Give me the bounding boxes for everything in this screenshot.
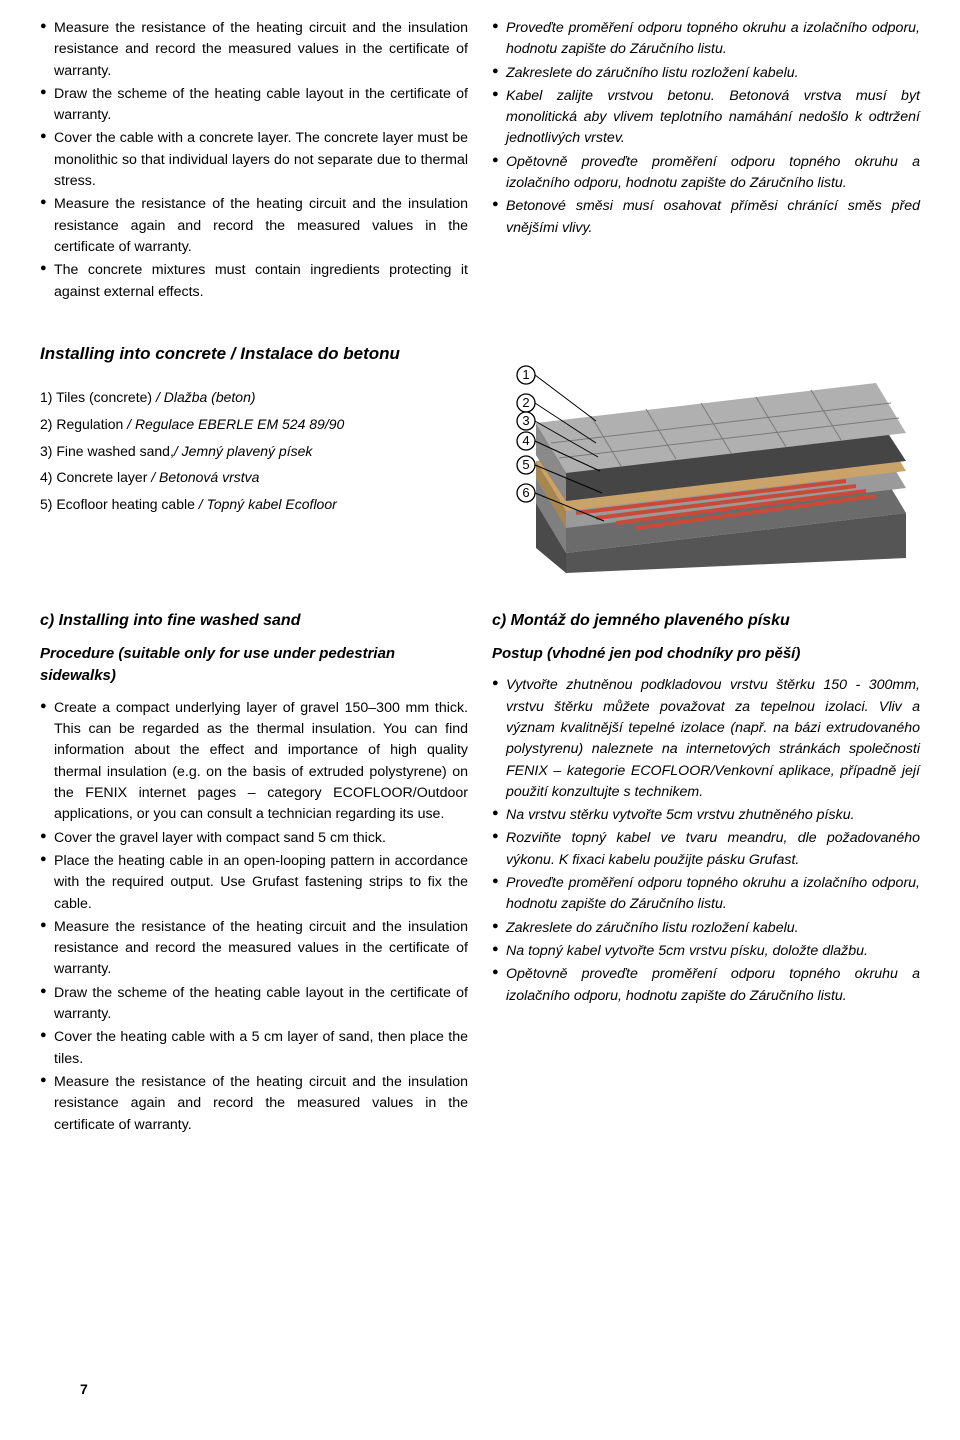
sand-en-column: c) Installing into fine washed sand Proc…	[40, 583, 468, 1138]
legend-item: 2) Regulation / Regulace EBERLE EM 524 8…	[40, 411, 468, 438]
top-cz-column: Proveďte proměření odporu topného okruhu…	[492, 18, 920, 305]
sand-cz-item: Rozviňte topný kabel ve tvaru meandru, d…	[492, 828, 920, 871]
sand-en-item: Place the heating cable in an open-loopi…	[40, 851, 468, 915]
top-en-column: Measure the resistance of the heating ci…	[40, 18, 468, 305]
sand-cz-item: Vytvořte zhutněnou podkladovou vrstvu št…	[492, 675, 920, 803]
svg-text:4: 4	[522, 433, 529, 448]
top-en-item: Draw the scheme of the heating cable lay…	[40, 84, 468, 127]
legend-item: 3) Fine washed sand,/ Jemný plavený píse…	[40, 438, 468, 465]
svg-text:2: 2	[522, 395, 529, 410]
top-en-item: The concrete mixtures must contain ingre…	[40, 260, 468, 303]
sand-en-heading: c) Installing into fine washed sand	[40, 609, 468, 633]
svg-text:1: 1	[522, 367, 529, 382]
diagram-right-col: 1 2 3 4 5 6	[492, 313, 920, 573]
sand-en-item: Measure the resistance of the heating ci…	[40, 1072, 468, 1136]
top-en-item: Cover the cable with a concrete layer. T…	[40, 128, 468, 192]
section-heading-concrete: Installing into concrete / Instalace do …	[40, 341, 468, 367]
sand-en-item: Create a compact underlying layer of gra…	[40, 698, 468, 826]
legend-item: 1) Tiles (concrete) / Dlažba (beton)	[40, 384, 468, 411]
top-en-list: Measure the resistance of the heating ci…	[40, 18, 468, 303]
top-en-item: Measure the resistance of the heating ci…	[40, 194, 468, 258]
sand-en-item: Cover the heating cable with a 5 cm laye…	[40, 1027, 468, 1070]
sand-cz-item: Proveďte proměření odporu topného okruhu…	[492, 873, 920, 916]
top-cz-item: Proveďte proměření odporu topného okruhu…	[492, 18, 920, 61]
top-cz-item: Betonové směsi musí osahovat příměsi chr…	[492, 196, 920, 239]
diagram-legend-row: Installing into concrete / Instalace do …	[40, 313, 920, 573]
sand-en-item: Measure the resistance of the heating ci…	[40, 917, 468, 981]
top-en-item: Measure the resistance of the heating ci…	[40, 18, 468, 82]
diagram-legend: 1) Tiles (concrete) / Dlažba (beton) 2) …	[40, 384, 468, 517]
top-cz-item: Zakreslete do záručního listu rozložení …	[492, 63, 920, 84]
top-cz-list: Proveďte proměření odporu topného okruhu…	[492, 18, 920, 239]
svg-text:5: 5	[522, 457, 529, 472]
sand-cz-item: Na vrstvu stěrku vytvořte 5cm vrstvu zhu…	[492, 805, 920, 826]
legend-item: 4) Concrete layer / Betonová vrstva	[40, 464, 468, 491]
sand-cz-item: Na topný kabel vytvořte 5cm vrstvu písku…	[492, 941, 920, 962]
diagram-left-col: Installing into concrete / Instalace do …	[40, 313, 468, 573]
sand-cz-column: c) Montáž do jemného plaveného písku Pos…	[492, 583, 920, 1138]
sand-en-item: Draw the scheme of the heating cable lay…	[40, 983, 468, 1026]
top-bullets-row: Measure the resistance of the heating ci…	[40, 18, 920, 305]
sand-en-list: Create a compact underlying layer of gra…	[40, 698, 468, 1136]
legend-item: 5) Ecofloor heating cable / Topný kabel …	[40, 491, 468, 518]
sand-en-sub: Procedure (suitable only for use under p…	[40, 643, 468, 688]
sand-cz-sub: Postup (vhodné jen pod chodníky pro pěší…	[492, 643, 920, 666]
sand-cz-list: Vytvořte zhutněnou podkladovou vrstvu št…	[492, 675, 920, 1006]
sand-section-row: c) Installing into fine washed sand Proc…	[40, 583, 920, 1138]
page-number: 7	[80, 1379, 88, 1400]
sand-cz-item: Zakreslete do záručního listu rozložení …	[492, 918, 920, 939]
layer-diagram: 1 2 3 4 5 6	[496, 313, 916, 573]
svg-text:6: 6	[522, 485, 529, 500]
sand-en-item: Cover the gravel layer with compact sand…	[40, 828, 468, 849]
svg-text:3: 3	[522, 413, 529, 428]
sand-cz-heading: c) Montáž do jemného plaveného písku	[492, 609, 920, 633]
top-cz-item: Opětovně proveďte proměření odporu topné…	[492, 152, 920, 195]
top-cz-item: Kabel zalijte vrstvou betonu. Betonová v…	[492, 86, 920, 150]
sand-cz-item: Opětovně proveďte proměření odporu topné…	[492, 964, 920, 1007]
